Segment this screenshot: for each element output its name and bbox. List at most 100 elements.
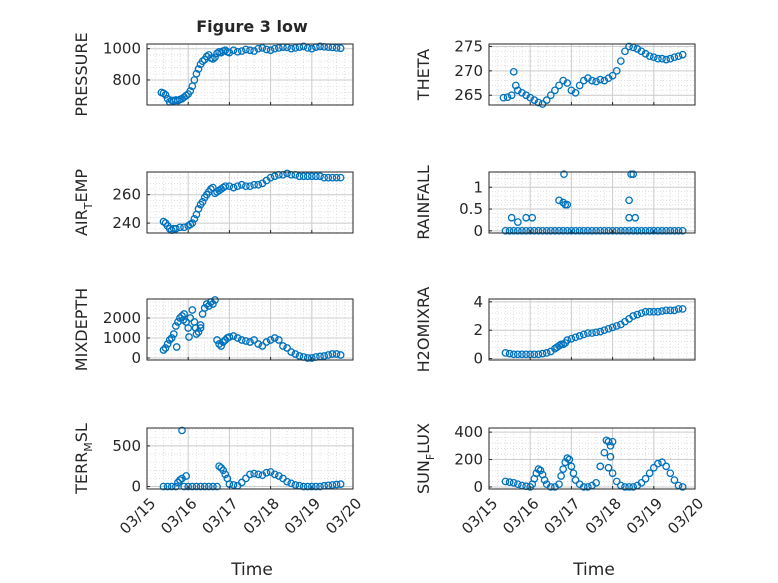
data-point xyxy=(606,452,615,461)
y-tick-label: 1 xyxy=(473,178,483,196)
data-point xyxy=(584,483,592,491)
data-point xyxy=(209,55,217,63)
data-point xyxy=(262,338,271,346)
data-point xyxy=(186,87,195,95)
data-point xyxy=(649,307,658,316)
data-point xyxy=(528,213,537,222)
data-point xyxy=(629,170,638,179)
axes-box xyxy=(488,171,696,234)
data-point xyxy=(542,349,551,357)
data-point xyxy=(336,480,345,488)
data-point xyxy=(584,226,592,235)
data-point xyxy=(546,226,555,235)
y-tick-label: 0 xyxy=(131,478,141,496)
data-point xyxy=(608,323,617,332)
data-point xyxy=(513,350,522,359)
data-point xyxy=(167,334,176,342)
data-point xyxy=(204,482,213,491)
data-point xyxy=(592,478,600,487)
x-tick-label: 03/16 xyxy=(499,494,542,537)
plot-area xyxy=(147,428,353,489)
data-point xyxy=(522,91,530,100)
data-point xyxy=(332,350,341,358)
data-point xyxy=(567,86,576,95)
data-point xyxy=(534,98,543,107)
data-point xyxy=(666,306,675,315)
data-point xyxy=(559,198,568,207)
data-point xyxy=(225,182,234,191)
data-point xyxy=(303,44,312,52)
data-point xyxy=(159,482,168,491)
data-point xyxy=(555,81,563,90)
data-point xyxy=(629,226,638,235)
data-point xyxy=(592,77,600,86)
data-point xyxy=(198,197,207,206)
x-tick-label: 03/20 xyxy=(664,494,707,537)
data-point xyxy=(522,350,530,359)
data-point xyxy=(503,93,512,102)
data-point xyxy=(666,469,675,478)
data-point xyxy=(178,474,186,483)
data-point xyxy=(217,342,226,350)
data-point xyxy=(600,448,609,457)
data-point xyxy=(163,340,172,348)
y-axis-label: PRESSURE xyxy=(72,32,91,116)
data-point xyxy=(674,52,683,61)
data-point xyxy=(678,50,687,59)
y-tick-label: 1000 xyxy=(103,329,141,347)
data-point xyxy=(188,482,197,491)
data-point xyxy=(186,314,195,322)
data-point xyxy=(179,316,188,324)
data-point xyxy=(225,48,234,57)
data-point xyxy=(171,482,180,491)
data-point xyxy=(509,226,518,235)
data-point xyxy=(324,173,333,182)
data-point xyxy=(270,334,279,342)
data-point xyxy=(204,302,213,310)
data-point xyxy=(569,469,578,478)
data-point xyxy=(200,304,209,312)
data-point xyxy=(320,352,329,360)
data-point xyxy=(316,172,324,181)
data-point xyxy=(565,455,574,464)
data-point xyxy=(209,482,217,491)
data-point xyxy=(270,470,279,479)
data-point xyxy=(518,226,526,235)
data-point xyxy=(505,478,514,486)
data-point xyxy=(303,172,312,181)
plot-area xyxy=(147,299,353,360)
data-point xyxy=(299,172,308,181)
subplot-3: 240 260 AIRTEMP xyxy=(72,169,354,236)
data-point xyxy=(328,481,337,489)
data-point xyxy=(606,441,615,450)
data-point xyxy=(637,309,646,318)
x-tick-label: 03/19 xyxy=(623,494,666,537)
data-point xyxy=(518,88,526,97)
data-point xyxy=(563,200,572,209)
data-point xyxy=(507,213,516,222)
data-point xyxy=(192,69,201,78)
y-axis-label: SUNFLUX xyxy=(414,423,437,494)
y-tick-label: 260 xyxy=(112,186,141,204)
data-point xyxy=(674,305,683,313)
data-point xyxy=(221,46,230,55)
data-point xyxy=(621,226,629,235)
data-point xyxy=(600,326,609,335)
data-point xyxy=(221,470,230,479)
data-point xyxy=(658,54,666,63)
data-point xyxy=(215,462,223,471)
data-point xyxy=(299,482,308,491)
data-point xyxy=(509,478,518,487)
data-point xyxy=(571,226,580,235)
data-point xyxy=(509,350,518,359)
data-point xyxy=(501,349,510,357)
data-point xyxy=(571,88,580,97)
axes-box xyxy=(146,298,354,361)
data-point xyxy=(542,96,551,104)
y-axis-label: AIRTEMP xyxy=(72,169,95,236)
data-point xyxy=(654,226,662,235)
data-point xyxy=(559,76,568,85)
data-point xyxy=(604,74,613,83)
data-point xyxy=(678,305,687,313)
